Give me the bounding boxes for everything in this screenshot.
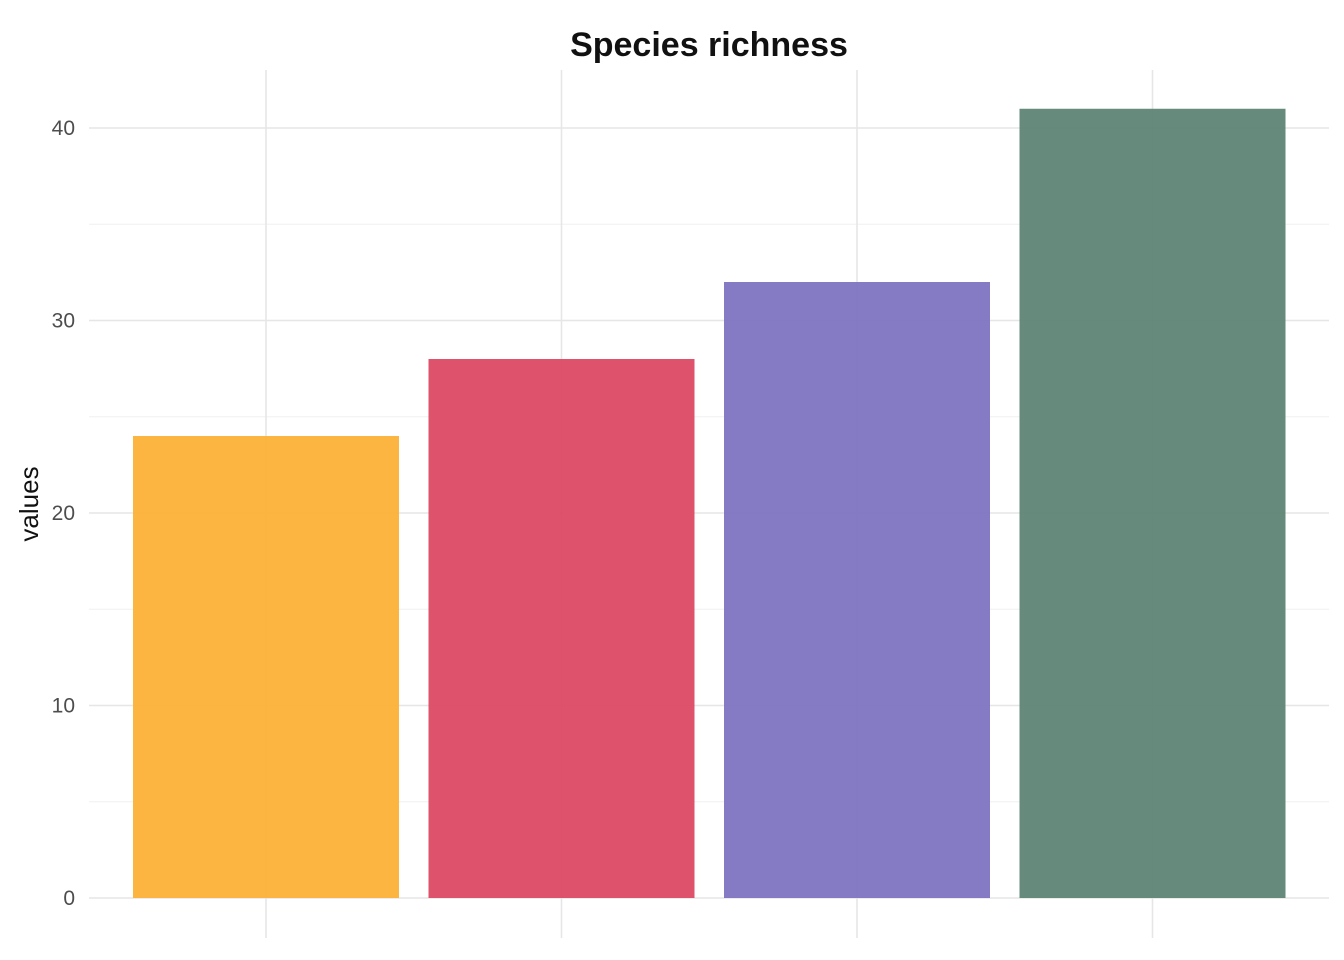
bar-3: [724, 282, 990, 898]
y-tick-label: 20: [52, 502, 75, 525]
bar-1: [133, 436, 399, 898]
y-tick-label: 0: [63, 887, 75, 910]
y-axis-ticks: 0 10 20 30 40: [52, 117, 75, 910]
y-tick-label: 40: [52, 117, 75, 140]
bars: [133, 108, 1286, 898]
bar-2: [428, 359, 695, 898]
y-tick-label: 10: [52, 695, 75, 718]
y-tick-label: 30: [52, 310, 75, 333]
y-axis-label: values: [14, 466, 44, 541]
bar-4: [1019, 108, 1286, 898]
chart-title: Species richness: [570, 26, 848, 64]
